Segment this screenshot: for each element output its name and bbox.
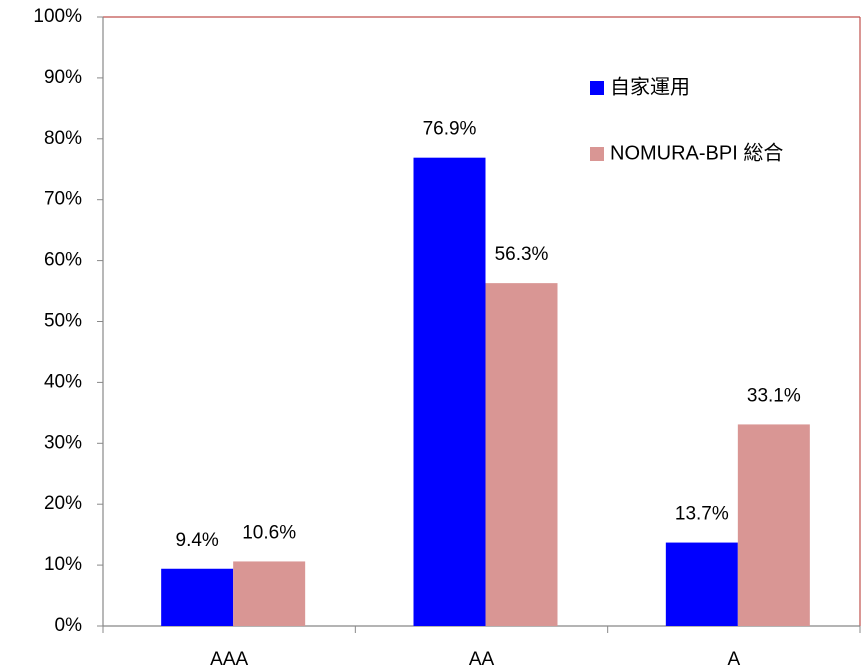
value-label: 33.1% (747, 385, 801, 406)
y-tick-label: 100% (33, 6, 82, 27)
y-tick-label: 20% (44, 493, 82, 514)
y-tick-label: 0% (55, 615, 83, 636)
bar (665, 542, 738, 626)
bar (413, 157, 486, 626)
y-tick-label: 60% (44, 250, 82, 271)
legend-label: 自家運用 (610, 75, 690, 98)
y-tick-label: 70% (44, 189, 82, 210)
bar (233, 561, 306, 626)
y-tick-label: 80% (44, 128, 82, 149)
x-tick-label: AAA (210, 649, 248, 670)
bar (161, 568, 234, 626)
x-tick-label: AA (469, 649, 495, 670)
value-label: 10.6% (242, 522, 296, 543)
value-label: 9.4% (176, 530, 219, 551)
value-label: 76.9% (423, 119, 477, 140)
y-tick-label: 90% (44, 67, 82, 88)
value-label: 56.3% (495, 244, 549, 265)
bar (485, 283, 558, 626)
y-tick-label: 40% (44, 371, 82, 392)
legend-swatch (590, 147, 604, 161)
value-label: 13.7% (675, 504, 729, 525)
legend-label: NOMURA-BPI 総合 (610, 141, 783, 164)
x-tick-label: A (727, 649, 740, 670)
legend-swatch (590, 81, 604, 95)
y-tick-label: 10% (44, 554, 82, 575)
y-tick-label: 50% (44, 311, 82, 332)
bar (737, 424, 810, 626)
y-tick-label: 30% (44, 432, 82, 453)
